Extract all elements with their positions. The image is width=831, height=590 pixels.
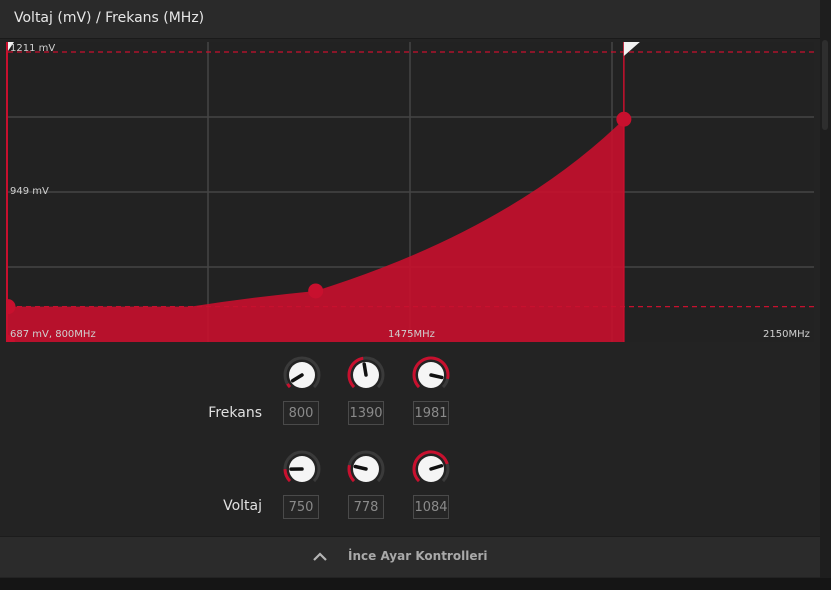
curve-point-1: [8, 299, 16, 315]
max-frequency-flag: [623, 42, 640, 56]
panel-title: Voltaj (mV) / Frekans (MHz): [14, 10, 205, 26]
scrollbar-thumb[interactable]: [822, 40, 828, 130]
min-frequency-flag: [8, 42, 14, 51]
frequency-input-2[interactable]: 1390: [348, 401, 384, 425]
curve-point-3: [616, 111, 632, 127]
voltage-input-3[interactable]: 1084: [413, 495, 449, 519]
curve-point-2: [308, 283, 324, 299]
v-mid-label: 949 mV: [10, 186, 49, 197]
bottom-strip: [0, 578, 831, 590]
f-max-label: 2150MHz: [763, 329, 810, 340]
vf-curve-area: [8, 119, 624, 342]
voltage-label: Voltaj: [223, 498, 262, 514]
frequency-input-1[interactable]: 800: [283, 401, 319, 425]
vf-curve-svg[interactable]: [8, 42, 814, 342]
frequency-label: Frekans: [208, 405, 262, 421]
voltage-knob-3[interactable]: [412, 450, 450, 488]
fine-tune-toggle[interactable]: İnce Ayar Kontrolleri: [0, 536, 820, 577]
voltage-knob-2[interactable]: [347, 450, 385, 488]
origin-label: 687 mV, 800MHz: [10, 329, 96, 340]
frequency-input-3[interactable]: 1981: [413, 401, 449, 425]
panel-header: Voltaj (mV) / Frekans (MHz): [0, 0, 820, 39]
vf-curve-graph[interactable]: 1211 mV 949 mV 687 mV, 800MHz 1475MHz 21…: [6, 42, 814, 342]
chevron-up-icon: [313, 552, 327, 561]
frequency-knob-2[interactable]: [347, 356, 385, 394]
voltage-input-2[interactable]: 778: [348, 495, 384, 519]
origin-point: [8, 335, 15, 342]
f-mid-label: 1475MHz: [388, 329, 435, 340]
frequency-knob-3[interactable]: [412, 356, 450, 394]
v-max-label: 1211 mV: [10, 43, 56, 54]
voltage-input-1[interactable]: 750: [283, 495, 319, 519]
fine-tune-label: İnce Ayar Kontrolleri: [348, 549, 488, 563]
voltage-frequency-panel: Voltaj (mV) / Frekans (MHz) 1211 mV 949 …: [0, 0, 820, 577]
voltage-knob-1[interactable]: [283, 450, 321, 488]
frequency-knob-1[interactable]: [283, 356, 321, 394]
scrollbar-track[interactable]: [820, 0, 831, 578]
